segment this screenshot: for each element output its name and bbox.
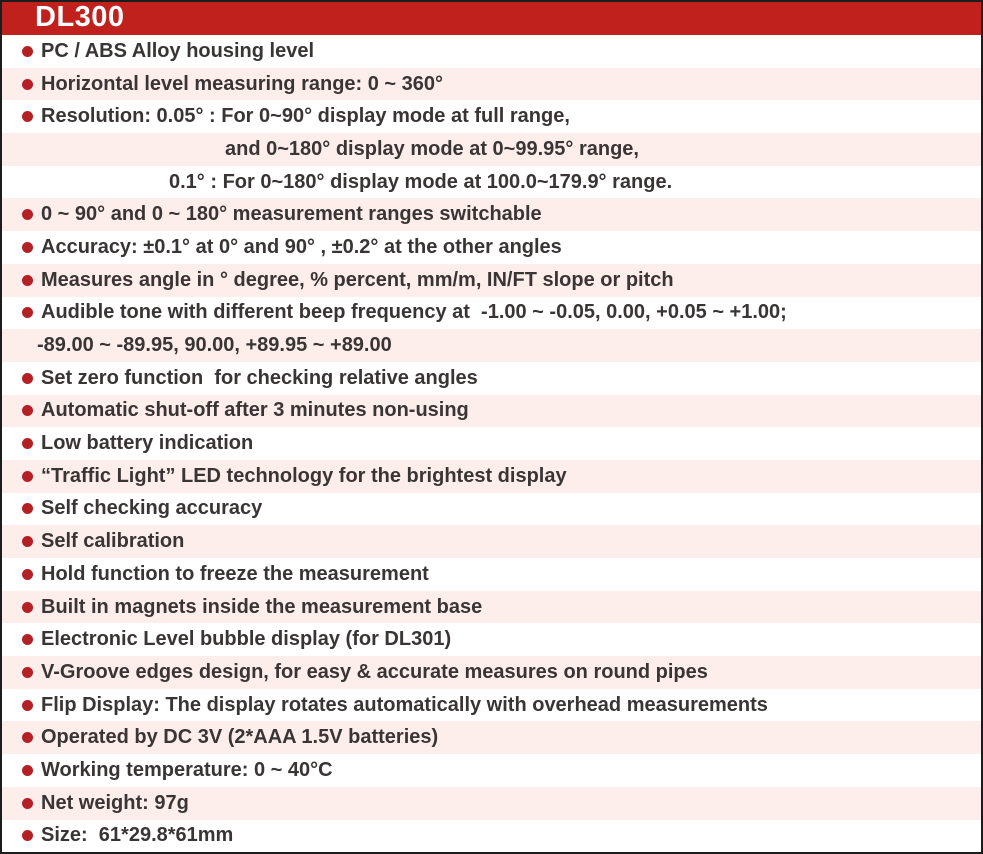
bullet-icon — [22, 274, 33, 286]
bullet-icon — [22, 209, 33, 221]
feature-text: Set zero function for checking relative … — [41, 366, 478, 389]
feature-text: Flip Display: The display rotates automa… — [41, 693, 768, 716]
bullet-icon — [22, 536, 33, 548]
bullet-icon — [22, 732, 33, 744]
feature-text: Built in magnets inside the measurement … — [41, 595, 483, 618]
feature-row: Self calibration — [2, 525, 981, 558]
bullet-icon — [22, 764, 33, 776]
feature-text: Resolution: 0.05° : For 0~90° display mo… — [41, 105, 570, 128]
feature-text: Hold function to freeze the measurement — [41, 562, 429, 585]
feature-text: and 0~180° display mode at 0~99.95° rang… — [225, 137, 639, 160]
feature-row: Working temperature: 0 ~ 40°C — [2, 754, 981, 787]
feature-row: 0 ~ 90° and 0 ~ 180° measurement ranges … — [2, 198, 981, 232]
bullet-icon — [22, 307, 33, 319]
feature-row: Accuracy: ±0.1° at 0° and 90° , ±0.2° at… — [2, 231, 981, 264]
feature-row: Automatic shut-off after 3 minutes non-u… — [2, 394, 981, 428]
feature-row: “Traffic Light” LED technology for the b… — [2, 459, 981, 493]
feature-text: Measures angle in ° degree, % percent, m… — [41, 268, 674, 291]
feature-text: Working temperature: 0 ~ 40°C — [41, 758, 333, 781]
feature-text: V-Groove edges design, for easy & accura… — [41, 660, 708, 683]
bullet-icon — [22, 78, 33, 90]
feature-text: Low battery indication — [41, 432, 254, 455]
feature-row: Horizontal level measuring range: 0 ~ 36… — [2, 67, 981, 101]
feature-text: Audible tone with different beep frequen… — [41, 301, 787, 324]
feature-text: -89.00 ~ -89.95, 90.00, +89.95 ~ +89.00 — [37, 334, 392, 357]
feature-row: Flip Display: The display rotates automa… — [2, 688, 981, 722]
feature-text: Self calibration — [41, 530, 185, 553]
bullet-icon — [22, 699, 33, 711]
feature-text: “Traffic Light” LED technology for the b… — [41, 464, 567, 487]
feature-row: V-Groove edges design, for easy & accura… — [2, 656, 981, 689]
feature-text: PC / ABS Alloy housing level — [41, 39, 315, 62]
feature-row: Electronic Level bubble display (for DL3… — [2, 623, 981, 657]
feature-text: Self checking accuracy — [41, 497, 263, 520]
bullet-icon — [22, 797, 33, 809]
feature-text: Size: 61*29.8*61mm — [41, 824, 234, 847]
bullet-icon — [22, 372, 33, 384]
feature-row: -89.00 ~ -89.95, 90.00, +89.95 ~ +89.00 — [2, 329, 981, 362]
feature-row: Hold function to freeze the measurement — [2, 558, 981, 591]
feature-row: Operated by DC 3V (2*AAA 1.5V batteries) — [2, 721, 981, 755]
feature-text: 0.1° : For 0~180° display mode at 100.0~… — [169, 170, 673, 193]
bullet-icon — [22, 503, 33, 515]
feature-row: Self checking accuracy — [2, 492, 981, 526]
bullet-icon — [22, 45, 33, 57]
feature-row: Audible tone with different beep frequen… — [2, 296, 981, 330]
feature-row: 0.1° : For 0~180° display mode at 100.0~… — [2, 165, 981, 199]
bullet-icon — [22, 568, 33, 580]
bullet-icon — [22, 241, 33, 253]
feature-text: Operated by DC 3V (2*AAA 1.5V batteries) — [41, 726, 439, 749]
bullet-icon — [22, 405, 33, 417]
feature-text: Automatic shut-off after 3 minutes non-u… — [41, 399, 469, 422]
feature-row: Resolution: 0.05° : For 0~90° display mo… — [2, 100, 981, 134]
feature-text: Net weight: 97g — [41, 791, 189, 814]
feature-row: Size: 61*29.8*61mm — [2, 819, 981, 852]
bullet-icon — [22, 666, 33, 678]
feature-text: Accuracy: ±0.1° at 0° and 90° , ±0.2° at… — [41, 235, 562, 258]
feature-list: PC / ABS Alloy housing level Horizontal … — [2, 35, 981, 852]
feature-row: Measures angle in ° degree, % percent, m… — [2, 263, 981, 297]
feature-text: 0 ~ 90° and 0 ~ 180° measurement ranges … — [41, 203, 542, 226]
bullet-icon — [22, 438, 33, 450]
bullet-icon — [22, 111, 33, 123]
bullet-icon — [22, 634, 33, 646]
header-bar: DL300 — [2, 2, 981, 35]
page-title: DL300 — [35, 1, 125, 33]
bullet-icon — [22, 470, 33, 482]
feature-text: Horizontal level measuring range: 0 ~ 36… — [41, 72, 444, 95]
feature-row: Built in magnets inside the measurement … — [2, 590, 981, 624]
bullet-icon — [22, 830, 33, 842]
bullet-icon — [22, 601, 33, 613]
feature-row: and 0~180° display mode at 0~99.95° rang… — [2, 133, 981, 166]
feature-row: Set zero function for checking relative … — [2, 361, 981, 395]
feature-row: Net weight: 97g — [2, 786, 981, 820]
feature-text: Electronic Level bubble display (for DL3… — [41, 628, 452, 651]
feature-row: PC / ABS Alloy housing level — [2, 35, 981, 68]
feature-row: Low battery indication — [2, 427, 981, 460]
